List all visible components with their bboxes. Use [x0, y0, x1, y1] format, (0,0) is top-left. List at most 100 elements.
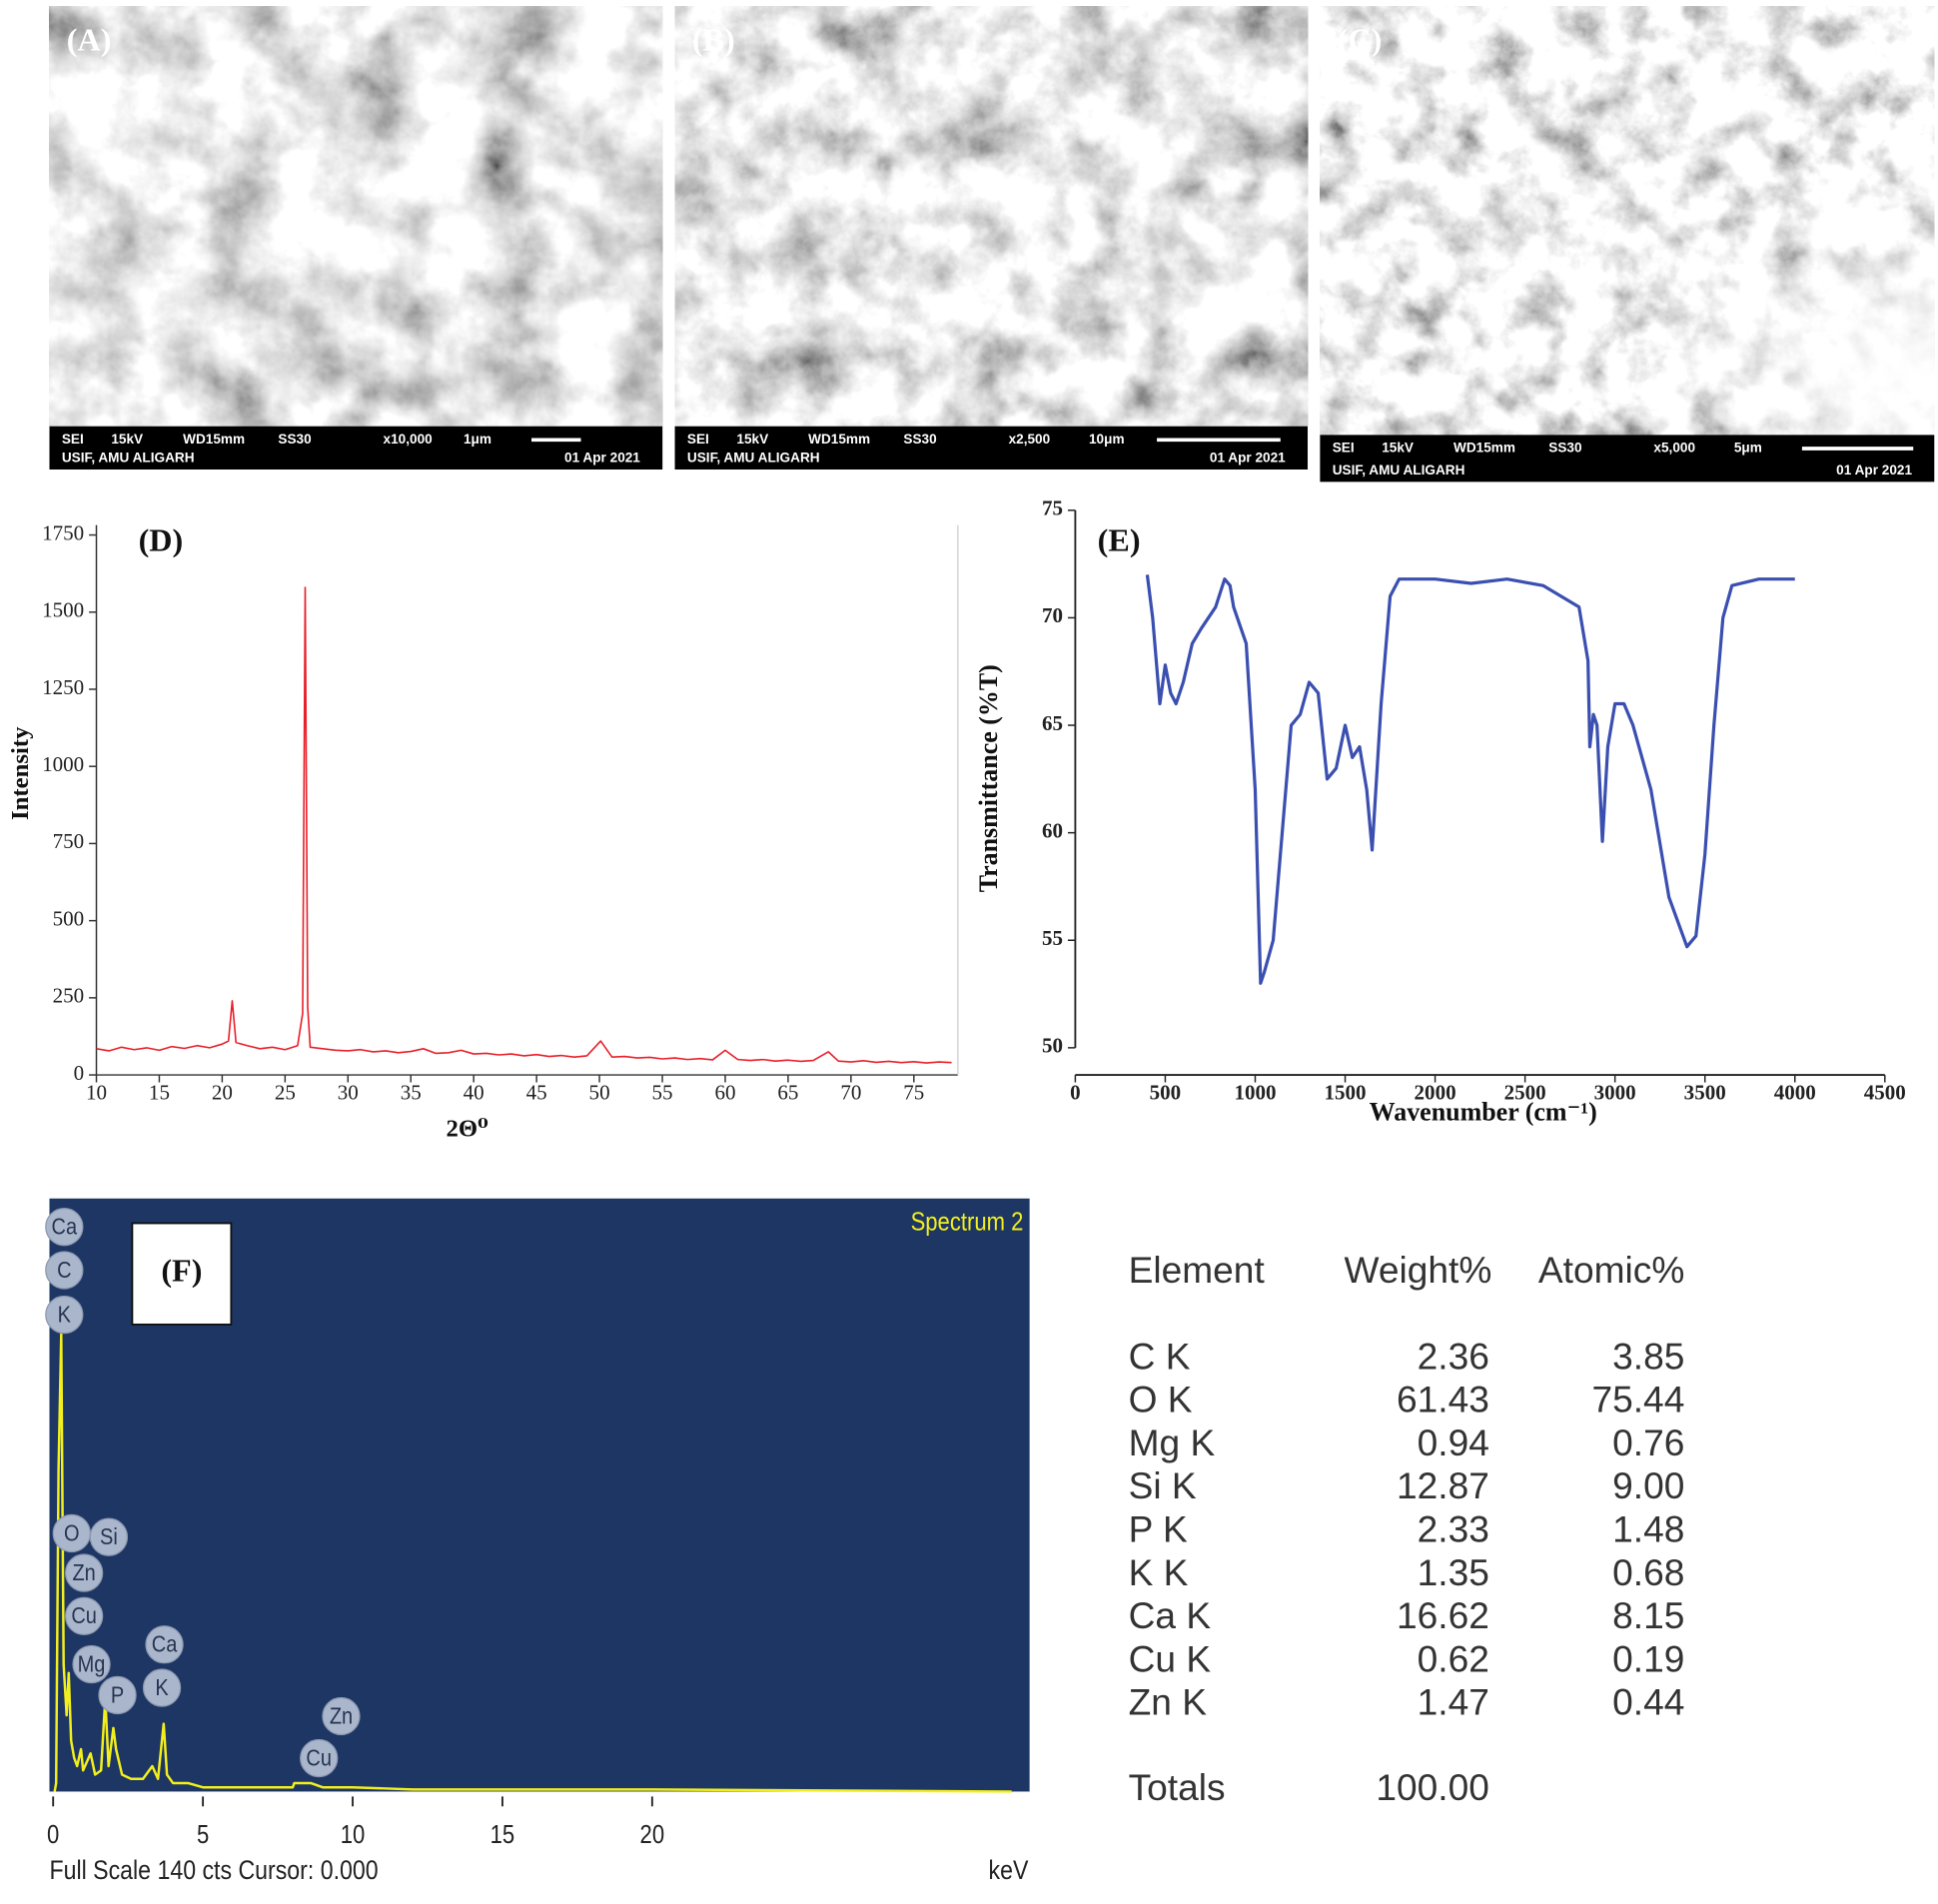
x-tick-label: 5	[197, 1820, 209, 1849]
x-tick-label: 45	[526, 1081, 547, 1105]
sem-info: SEI	[62, 432, 84, 447]
sem-info: 15kV	[1382, 441, 1414, 456]
x-tick-label: 2500	[1504, 1081, 1546, 1105]
sem-image	[674, 6, 1309, 427]
table-cell: 2.36	[1418, 1335, 1489, 1377]
sem-info: SS30	[903, 432, 936, 447]
x-tick-label: 20	[212, 1081, 233, 1105]
sem-info: 15kV	[736, 432, 768, 447]
peak-label-badge	[142, 1668, 182, 1707]
sem-footer: USIF, AMU ALIGARH	[62, 450, 195, 465]
data-line	[53, 1333, 1012, 1793]
peak-label: K	[58, 1301, 72, 1328]
sem-info: SEI	[687, 432, 709, 447]
table-cell: K K	[1129, 1551, 1189, 1593]
y-tick-label: 55	[1042, 926, 1063, 950]
data-line	[1145, 574, 1795, 985]
x-axis-title: 2Θ⁰	[446, 1115, 488, 1142]
peak-label-badge	[322, 1696, 361, 1736]
y-tick-label: 60	[1042, 818, 1063, 842]
table-cell: 2.33	[1418, 1508, 1489, 1550]
x-tick-label: 4000	[1774, 1081, 1816, 1105]
footer-note: Full Scale 140 cts Cursor: 0.000	[49, 1855, 378, 1885]
panel-label: (F)	[161, 1253, 202, 1289]
table-total: Totals	[1129, 1766, 1226, 1808]
sem-footer: USIF, AMU ALIGARH	[687, 450, 820, 465]
table-cell: 1.35	[1418, 1551, 1489, 1593]
table-header: Weight%	[1345, 1249, 1492, 1291]
panel-label: (D)	[139, 522, 184, 558]
x-tick-label: 65	[777, 1081, 798, 1105]
table-cell: 0.68	[1612, 1551, 1684, 1593]
x-tick-label: 20	[640, 1820, 665, 1849]
table-cell: C K	[1129, 1335, 1191, 1377]
peak-label-badge	[145, 1625, 184, 1664]
table-cell: 75.44	[1591, 1379, 1684, 1421]
sem-info: SS30	[278, 432, 311, 447]
table-cell: P K	[1129, 1508, 1188, 1550]
x-tick-label: 3000	[1594, 1081, 1636, 1105]
x-tick-label: 60	[714, 1081, 735, 1105]
spectrum-title: Spectrum 2	[911, 1208, 1024, 1237]
x-axis-title: Wavenumber (cm⁻¹)	[1370, 1098, 1597, 1127]
table-cell: 0.44	[1612, 1681, 1684, 1723]
sem-highlight	[1320, 6, 1935, 436]
sem-info: x10,000	[384, 432, 433, 447]
x-tick-label: 40	[464, 1081, 484, 1105]
table-total: 100.00	[1376, 1766, 1489, 1808]
x-tick-label: 30	[338, 1081, 359, 1105]
x-tick-label: 75	[903, 1081, 924, 1105]
x-tick-label: 1500	[1325, 1081, 1367, 1105]
x-tick-label: 2000	[1415, 1081, 1456, 1105]
sem-info: WD15mm	[183, 432, 245, 447]
y-tick-label: 500	[53, 906, 85, 930]
table-cell: O K	[1129, 1379, 1193, 1421]
sem-info: WD15mm	[1454, 441, 1515, 456]
peak-label-badge	[72, 1644, 111, 1684]
peak-label-badge	[45, 1295, 84, 1335]
sem-info: x2,500	[1009, 432, 1051, 447]
data-line	[96, 586, 952, 1064]
sem-info: SEI	[1333, 441, 1355, 456]
sem-info-bar	[674, 426, 1309, 471]
peak-label-badge	[45, 1208, 84, 1247]
table-cell: 1.48	[1612, 1508, 1684, 1550]
y-tick-label: 70	[1042, 603, 1063, 627]
sem-info: 10μm	[1089, 432, 1125, 447]
peak-label: Zn	[72, 1558, 95, 1585]
sem-footer: 01 Apr 2021	[564, 450, 640, 465]
x-tick-label: 25	[275, 1081, 296, 1105]
table-cell: 1.47	[1418, 1681, 1489, 1723]
peak-label: Cu	[306, 1744, 332, 1771]
sem-info-bar	[1320, 435, 1935, 482]
y-tick-label: 1250	[42, 675, 84, 699]
y-tick-label: 1500	[42, 598, 84, 622]
peak-label: O	[64, 1519, 80, 1546]
peak-label-badge	[45, 1251, 84, 1290]
x-tick-label: 500	[1150, 1081, 1182, 1105]
x-tick-label: 50	[589, 1081, 610, 1105]
y-tick-label: 65	[1042, 711, 1063, 735]
sem-footer: 01 Apr 2021	[1836, 463, 1912, 477]
peak-label: C	[57, 1256, 71, 1283]
table-cell: 61.43	[1397, 1379, 1489, 1421]
panel-label-box	[131, 1222, 233, 1326]
table-cell: Zn K	[1129, 1681, 1208, 1723]
peak-label: P	[111, 1681, 124, 1708]
x-tick-label: 3500	[1684, 1081, 1726, 1105]
panel-label: (C)	[1338, 22, 1383, 58]
table-cell: 3.85	[1612, 1335, 1684, 1377]
table-cell: 16.62	[1397, 1594, 1489, 1636]
x-tick-label: 55	[652, 1081, 673, 1105]
panel-label: (A)	[67, 22, 112, 58]
sem-info: 5μm	[1734, 441, 1762, 456]
x-tick-label: 15	[149, 1081, 170, 1105]
x-tick-label: 70	[840, 1081, 861, 1105]
peak-label: Ca	[52, 1213, 78, 1240]
x-tick-label: 0	[1070, 1081, 1081, 1105]
x-axis-title: keV	[989, 1855, 1029, 1885]
y-tick-label: 75	[1042, 496, 1063, 520]
peak-label-badge	[98, 1675, 137, 1715]
